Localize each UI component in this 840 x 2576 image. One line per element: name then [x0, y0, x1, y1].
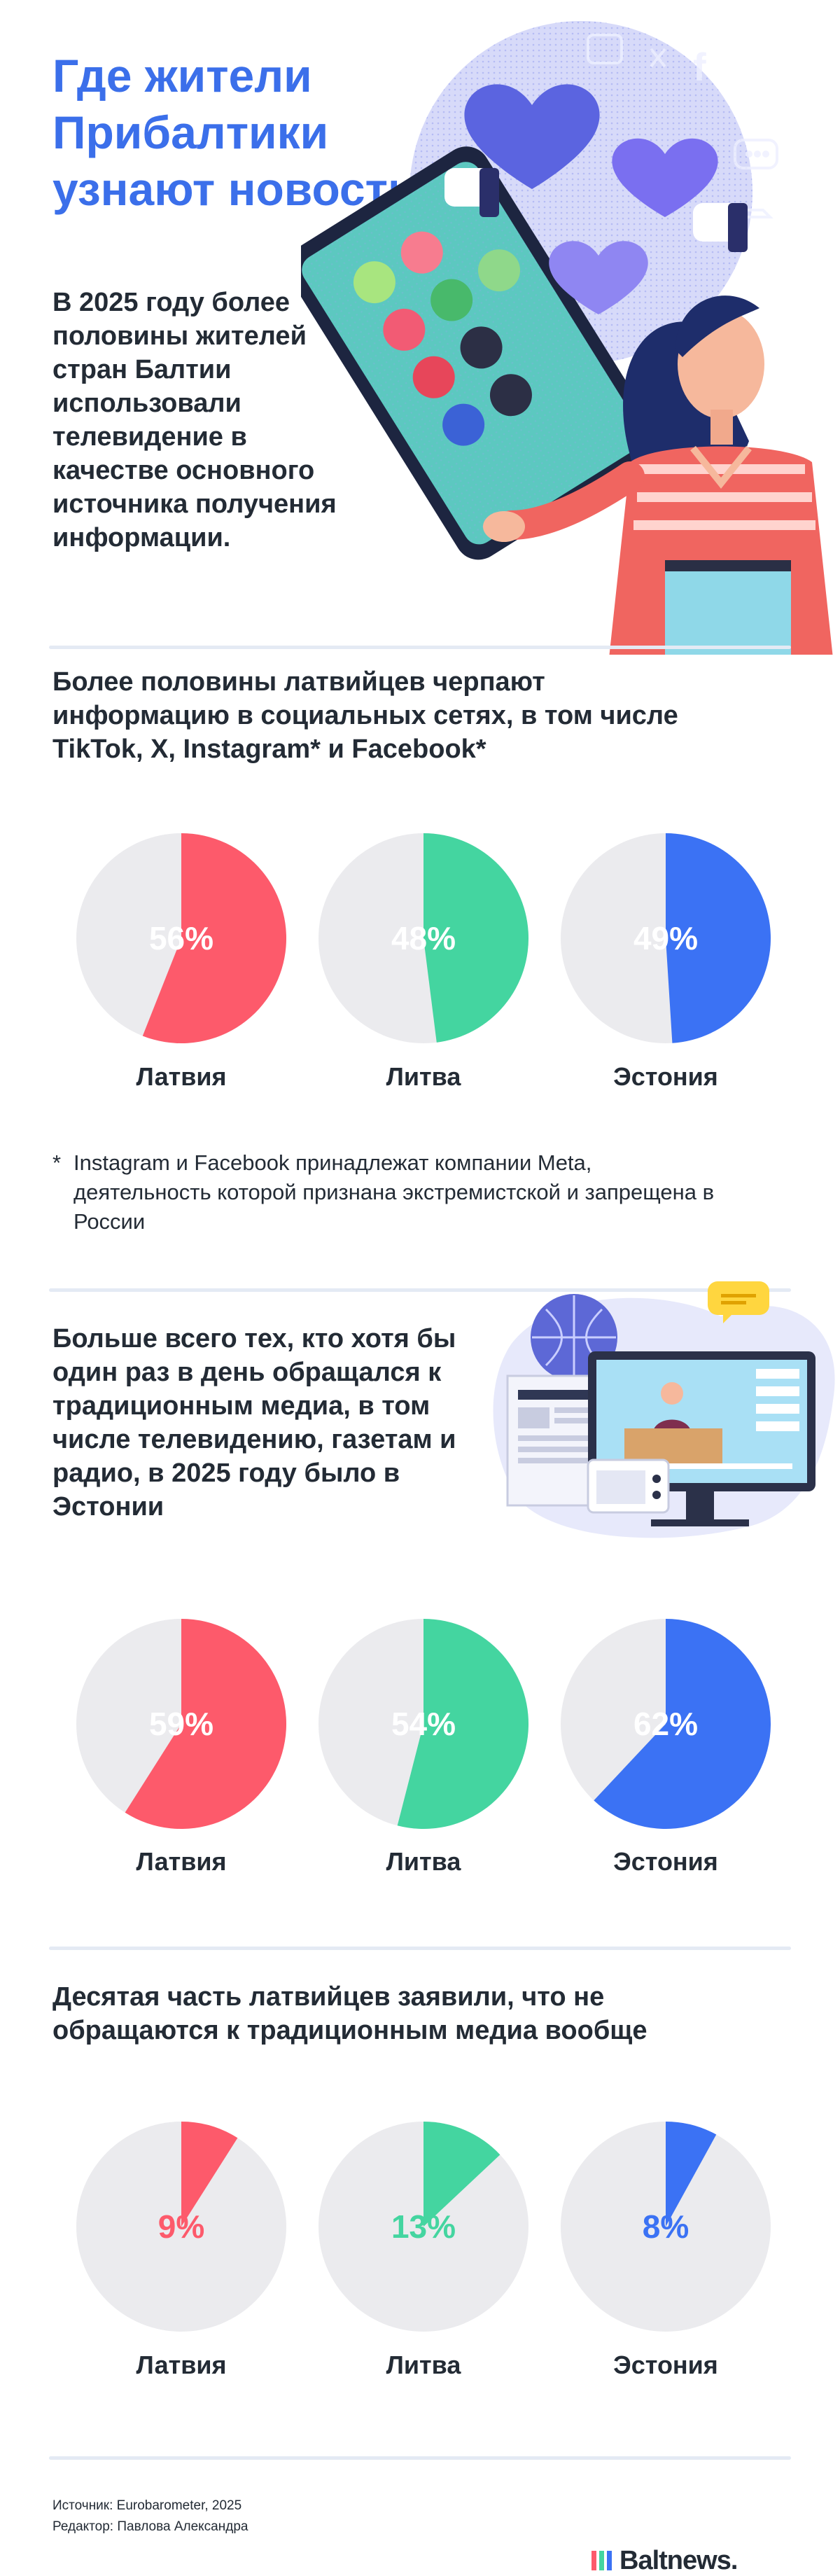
- country-label-latvia: Латвия: [136, 1847, 227, 1876]
- pie-value-label: 56%: [149, 920, 214, 956]
- pie-value-label: 13%: [391, 2208, 456, 2245]
- section1-heading: Более половины латвийцев черпают информа…: [52, 667, 678, 764]
- intro-text: В 2025 году более половины жителей стран…: [52, 288, 337, 552]
- pie-estonia-social: 49%: [561, 833, 771, 1043]
- faint-social-icons: f: [587, 34, 778, 218]
- pie-slice: [666, 2122, 717, 2227]
- pie-lithuania-none: 13%: [318, 2122, 528, 2332]
- heart-icons: [464, 84, 718, 314]
- pie-latvia-traditional: 59%: [76, 1619, 286, 1829]
- divider: [49, 646, 791, 649]
- pie-latvia-social: 56%: [76, 833, 286, 1043]
- pie-slice: [125, 1619, 286, 1829]
- smartphone: [301, 146, 658, 560]
- country-label-lithuania: Литва: [386, 1062, 461, 1091]
- pie-lithuania-social: 48%: [318, 833, 528, 1043]
- pie-slice: [181, 2122, 238, 2227]
- pie-slice: [397, 1619, 528, 1829]
- pie-value-label: 48%: [391, 920, 456, 956]
- pie-value-label: 54%: [391, 1706, 456, 1742]
- pie-slice: [424, 833, 528, 1043]
- thumbs-up-icons: [444, 168, 748, 252]
- footnote-marker: *: [52, 1150, 62, 1175]
- footnote-text: Instagram и Facebook принадлежат компани…: [74, 1150, 715, 1234]
- pie-slice: [594, 1619, 771, 1829]
- pie-estonia-traditional: 62%: [561, 1619, 771, 1829]
- footnote: * Instagram и Facebook принадлежат компа…: [52, 1148, 724, 1237]
- woman-figure: [483, 295, 833, 655]
- logo-bars-icon: [592, 2549, 614, 2570]
- pie-value-label: 62%: [634, 1706, 698, 1742]
- baltnews-logo: Baltnews.: [620, 2546, 738, 2575]
- divider: [49, 2456, 791, 2460]
- divider: [49, 1288, 791, 1292]
- pie-value-label: 9%: [158, 2208, 204, 2245]
- country-label-latvia: Латвия: [136, 2351, 227, 2379]
- pie-value-label: 8%: [643, 2208, 689, 2245]
- country-label-estonia: Эстония: [613, 1847, 718, 1876]
- source-credit: Источник: Eurobarometer, 2025: [52, 2498, 242, 2513]
- country-label-latvia: Латвия: [136, 1062, 227, 1091]
- country-label-estonia: Эстония: [613, 1062, 718, 1091]
- pie-lithuania-traditional: 54%: [318, 1619, 528, 1829]
- pie-latvia-none: 9%: [76, 2122, 286, 2332]
- pie-slice: [666, 833, 771, 1043]
- svg-text:f: f: [693, 45, 706, 89]
- pie-slice: [142, 833, 286, 1043]
- section3-heading: Десятая часть латвийцев заявили, что не …: [52, 1982, 648, 2045]
- country-label-lithuania: Литва: [386, 1847, 461, 1876]
- page-title: Где жители Прибалтики узнают новости: [52, 50, 416, 215]
- country-label-lithuania: Литва: [386, 2351, 461, 2379]
- pie-slice: [424, 2122, 500, 2227]
- section2-heading: Больше всего тех, кто хотя бы один раз в…: [52, 1324, 456, 1522]
- country-label-estonia: Эстония: [613, 2351, 718, 2379]
- editor-credit: Редактор: Павлова Александра: [52, 2519, 248, 2534]
- divider: [49, 1947, 791, 1950]
- pie-value-label: 49%: [634, 920, 698, 956]
- pie-value-label: 59%: [149, 1706, 214, 1742]
- hero-illustration: f: [301, 21, 833, 655]
- media-illustration: [493, 1281, 835, 1538]
- pie-estonia-none: 8%: [561, 2122, 771, 2332]
